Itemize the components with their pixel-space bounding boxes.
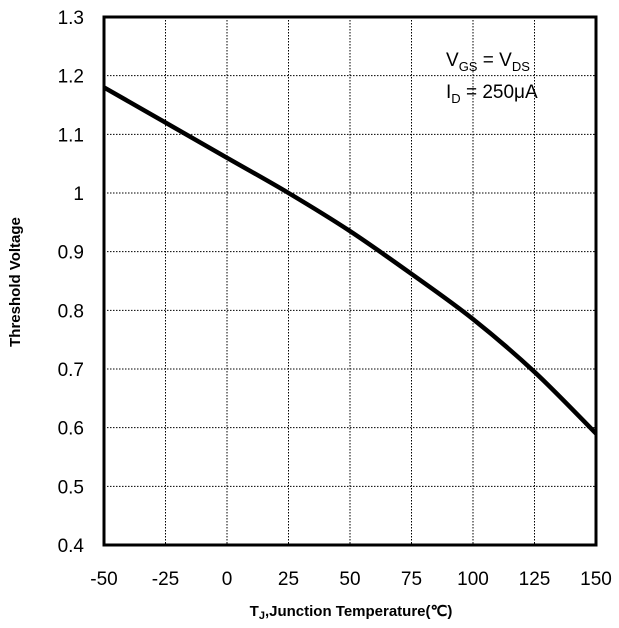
y-axis-title: Threshold Voltage [7, 217, 24, 347]
y-tick-label: 1.2 [58, 67, 84, 88]
plot-frame [102, 15, 598, 547]
x-tick-labels: -50 -25 0 25 50 75 100 125 150 [90, 569, 612, 590]
x-axis-title-sub: J [259, 610, 265, 622]
y-tick-label: 0.6 [58, 419, 84, 440]
grid [104, 17, 596, 545]
x-axis-title: TJ,Junction Temperature(℃) [250, 603, 453, 622]
y-tick-label: 0.7 [58, 360, 84, 381]
x-tick-label: 25 [278, 569, 299, 590]
y-tick-label: 0.4 [58, 536, 85, 557]
y-tick-label: 1.1 [58, 125, 84, 146]
y-tick-labels: 0.4 0.5 0.6 0.7 0.8 0.9 1 1.1 1.2 1.3 [58, 8, 85, 557]
x-axis-title-t: T [250, 603, 259, 620]
x-tick-label: -50 [90, 569, 117, 590]
x-tick-label: 150 [580, 569, 612, 590]
series-line-threshold-voltage [102, 85, 598, 436]
y-tick-label: 1 [73, 184, 84, 205]
x-tick-label: 50 [339, 569, 360, 590]
x-tick-label: -25 [152, 569, 179, 590]
x-tick-label: 125 [519, 569, 551, 590]
y-tick-label: 0.9 [58, 243, 84, 264]
x-axis-title-rest: ,Junction Temperature(℃) [265, 603, 452, 620]
x-tick-label: 0 [222, 569, 233, 590]
x-tick-label: 75 [401, 569, 422, 590]
annotation-id: ID = 250μA [446, 82, 538, 106]
y-tick-label: 0.8 [58, 301, 84, 322]
x-tick-label: 100 [457, 569, 489, 590]
annotation-vgs-vds: VGS = VDS [446, 50, 530, 74]
y-tick-label: 1.3 [58, 8, 84, 29]
y-tick-label: 0.5 [58, 477, 84, 498]
